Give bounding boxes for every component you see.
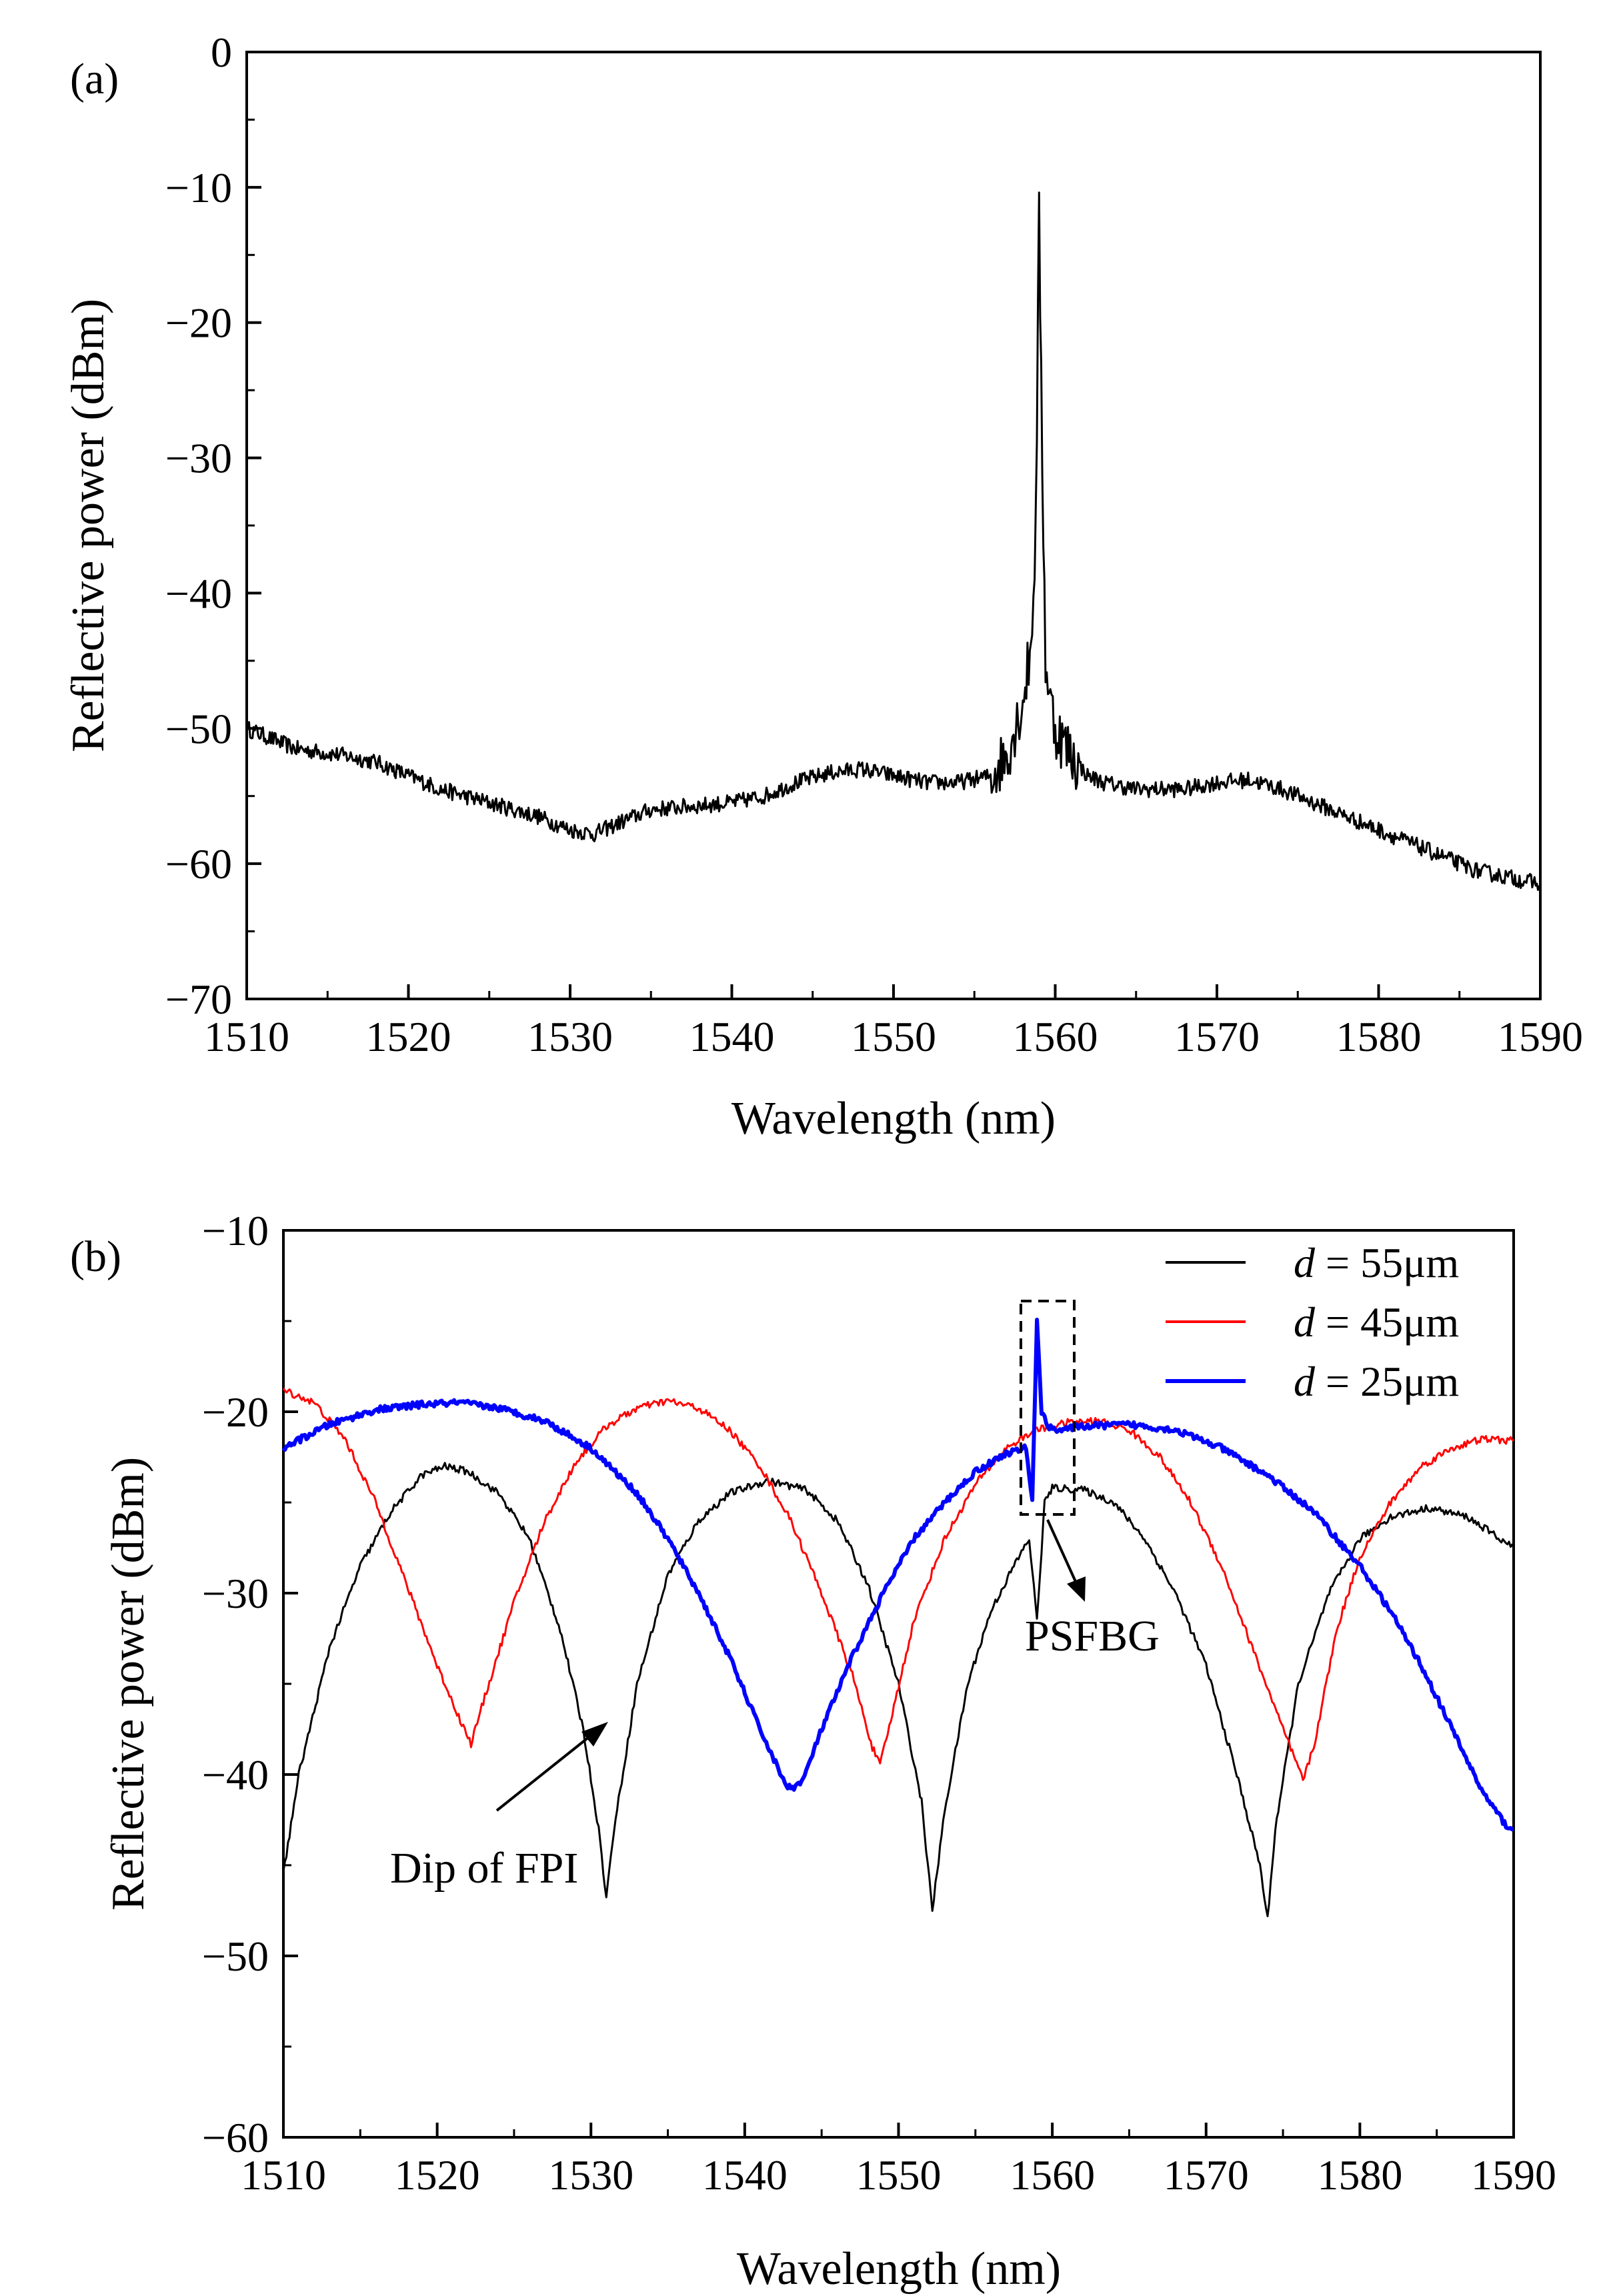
b-xtick-label-1570: 1570 [1164,2151,1249,2199]
a-ytick-label--30: −30 [165,435,232,482]
b-xtick-label-1510: 1510 [241,2151,326,2199]
panel-a-x-ticks [245,984,1542,999]
legend-label-45um: d = 45μm [1294,1298,1459,1346]
a-xtick-label-1560: 1560 [1013,1013,1098,1060]
a-ytick-label--10: −10 [165,164,232,211]
b-series-line-0 [282,1462,1515,1917]
legend-italic-45um: d [1294,1298,1316,1346]
dip-annotation-label: Dip of FPI [390,1844,578,1893]
panel-a-y-ticks [247,51,261,1000]
panel-b-x-axis-title: Wavelength (nm) [737,2243,1061,2295]
a-ytick-label--40: −40 [165,569,232,617]
psfbg-arrow-line [1046,1519,1078,1585]
dip-annotation: Dip of FPI [390,1722,608,1893]
a-xtick-label-1580: 1580 [1336,1013,1422,1060]
a-xtick-label-1540: 1540 [689,1013,775,1060]
psfbg-arrow-head [1067,1576,1086,1602]
panel-b-legend: d = 55μm d = 45μm d = 25μm [1166,1239,1459,1405]
dip-arrow-line [495,1733,593,1812]
panel-a-plot-frame [245,51,1542,1000]
legend-rest-25um: = 25μm [1315,1358,1459,1405]
panel-a-y-tick-labels: 0 −10 −20 −30 −40 −50 −60 −70 [165,29,232,1023]
b-series-line-2 [281,1317,1514,1832]
b-xtick-label-1580: 1580 [1317,2151,1402,2199]
b-ytick-label--30: −30 [202,1570,269,1617]
b-xtick-label-1540: 1540 [702,2151,787,2199]
panel-b-y-ticks [283,1229,298,2139]
a-ytick-label--70: −70 [165,976,232,1023]
panel-a-chart: (a) 1510 1520 1530 1540 1550 1560 1570 1580 1590… [63,29,1583,1144]
a-xtick-label-1590: 1590 [1498,1013,1583,1060]
panel-a-x-axis-title: Wavelength (nm) [731,1093,1056,1144]
legend-italic-55um: d [1294,1239,1316,1286]
b-ytick-label--20: −20 [202,1388,269,1436]
b-xtick-label-1560: 1560 [1010,2151,1095,2199]
psfbg-annotation-label: PSFBG [1025,1612,1160,1660]
b-ytick-label--60: −60 [202,2114,269,2161]
legend-rest-55um: = 55μm [1315,1239,1459,1286]
b-xtick-label-1590: 1590 [1471,2151,1556,2199]
a-xtick-label-1570: 1570 [1174,1013,1260,1060]
a-ytick-label--60: −60 [165,840,232,888]
a-xtick-label-1530: 1530 [527,1013,613,1060]
a-xtick-label-1520: 1520 [366,1013,451,1060]
a-ytick-label--50: −50 [165,705,232,752]
legend-label-55um: d = 55μm [1294,1239,1459,1286]
b-ytick-label--40: −40 [202,1751,269,1799]
b-xtick-label-1550: 1550 [856,2151,942,2199]
panel-a-label: (a) [70,55,119,103]
a-ytick-label--20: −20 [165,299,232,347]
panel-b-x-tick-labels: 1510 1520 1530 1540 1550 1560 1570 1580 1590 [241,2151,1556,2199]
panel-b-chart: (b) 1510 1520 1530 1540 1550 1560 1570 1580 1590… [70,1207,1556,2295]
legend-italic-25um: d [1294,1358,1316,1405]
panel-b-x-ticks [282,2123,1515,2137]
b-ytick-label--50: −50 [202,1933,269,1980]
panel-a-series [245,191,1542,891]
b-ytick-label--10: −10 [202,1207,269,1254]
a-series-line-0 [245,191,1542,891]
b-xtick-label-1530: 1530 [548,2151,633,2199]
psfbg-highlight-box [1020,1300,1076,1516]
b-series-line-1 [282,1388,1514,1781]
b-xtick-label-1520: 1520 [395,2151,480,2199]
panel-a-x-tick-labels: 1510 1520 1530 1540 1550 1560 1570 1580 1590 [204,1013,1583,1060]
panel-b-series [281,1317,1515,1917]
a-xtick-label-1550: 1550 [851,1013,936,1060]
panel-b-label: (b) [70,1232,121,1281]
legend-label-25um: d = 25μm [1294,1358,1459,1405]
panel-a-y-axis-title: Reflective power (dBm) [63,299,114,752]
psfbg-annotation: PSFBG [1025,1519,1160,1660]
a-ytick-label-0: 0 [211,29,232,76]
panel-b-y-tick-labels: −10 −20 −30 −40 −50 −60 [202,1207,269,2161]
legend-rest-45um: = 45μm [1315,1298,1459,1346]
panel-b-y-axis-title: Reflective power (dBm) [103,1457,154,1911]
dip-arrow-head [581,1722,608,1747]
a-xtick-label-1510: 1510 [204,1013,289,1060]
